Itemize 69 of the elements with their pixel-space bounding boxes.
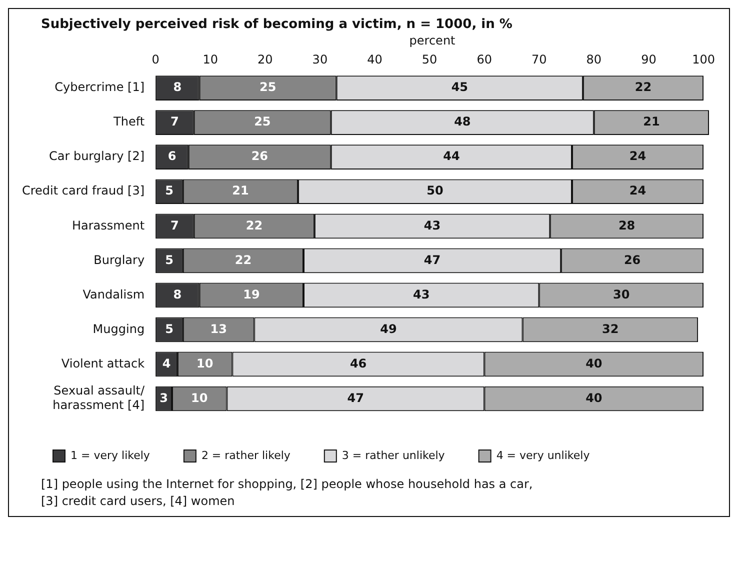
legend-label: 2 = rather likely	[201, 448, 291, 462]
data-label: 45	[451, 80, 468, 94]
data-label: 40	[586, 356, 602, 370]
data-label: 24	[629, 184, 646, 198]
x-tick-label: 80	[586, 52, 602, 67]
data-label: 43	[424, 218, 441, 232]
data-label: 25	[260, 80, 276, 94]
data-label: 3	[160, 390, 168, 405]
y-tick-label: Credit card fraud [3]	[22, 184, 145, 198]
data-label: 6	[168, 149, 176, 164]
x-tick-label: 100	[692, 52, 715, 67]
data-label: 28	[618, 218, 636, 232]
legend-label: 4 = very unlikely	[496, 448, 590, 462]
data-label: 44	[443, 149, 460, 164]
data-label: 43	[412, 287, 430, 302]
x-tick-label: 50	[422, 52, 438, 67]
x-tick-label: 10	[202, 52, 218, 67]
data-label: 47	[424, 252, 441, 267]
data-label: 4	[162, 356, 171, 370]
data-label: 22	[246, 218, 263, 232]
data-label: 24	[629, 149, 646, 164]
y-tick-label: Vandalism	[82, 287, 145, 302]
data-label: 21	[232, 184, 249, 198]
data-label: 21	[643, 114, 660, 129]
data-label: 26	[251, 149, 268, 164]
data-label: 40	[586, 390, 602, 405]
chart-title: Subjectively perceived risk of becoming a victim, n = 1000, in %	[40, 17, 514, 32]
x-tick-label: 20	[258, 52, 273, 67]
y-tick-label: Burglary	[94, 252, 145, 267]
data-label: 32	[602, 322, 619, 336]
data-label: 49	[380, 322, 397, 336]
x-tick-label: 60	[476, 52, 492, 67]
text: [3] credit card users, [4] women	[41, 493, 236, 510]
data-label: 8	[173, 287, 182, 302]
data-label: 46	[350, 356, 367, 370]
data-label: 13	[210, 322, 227, 336]
data-label: 30	[612, 287, 630, 302]
data-label: 7	[170, 218, 179, 232]
data-label: 10	[196, 356, 214, 370]
data-label: 22	[234, 252, 252, 267]
y-tick-label: Violent attack	[61, 356, 145, 370]
data-label: 22	[634, 80, 652, 94]
x-tick-label: 90	[641, 52, 656, 67]
data-label: 26	[624, 252, 641, 267]
text: [1] people using the Internet for shopping, [2] people whose household has a car,	[41, 476, 534, 493]
data-label: 25	[254, 114, 271, 129]
x-axis-title: percent	[409, 33, 456, 48]
data-label: 48	[454, 114, 471, 129]
legend-label: 1 = very likely	[70, 448, 150, 462]
y-tick-label: Sexual assault/ harassment [4]	[52, 384, 146, 412]
data-label: 5	[165, 252, 174, 267]
x-tick-label: 30	[312, 52, 328, 67]
y-tick-label: Harassment	[72, 218, 145, 232]
data-label: 5	[165, 184, 174, 198]
y-tick-label: Theft	[112, 114, 145, 129]
data-label: 8	[173, 80, 182, 94]
data-label: 47	[347, 390, 364, 405]
data-label: 19	[243, 287, 260, 302]
data-label: 5	[165, 322, 174, 336]
x-tick-label: 70	[531, 52, 547, 67]
x-tick-label: 40	[367, 52, 382, 67]
y-tick-label: Cybercrime [1]	[54, 80, 145, 94]
y-tick-label: Mugging	[92, 322, 145, 336]
data-label: 10	[191, 390, 208, 405]
data-label: 50	[426, 184, 444, 198]
legend-label: 3 = rather unlikely	[342, 448, 446, 462]
x-tick-label: 0	[152, 52, 160, 67]
y-tick-label: Car burglary [2]	[48, 149, 145, 164]
data-label: 7	[170, 114, 179, 129]
